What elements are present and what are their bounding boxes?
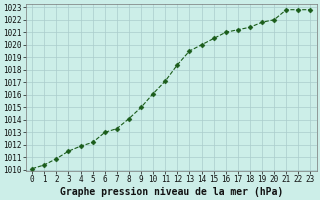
X-axis label: Graphe pression niveau de la mer (hPa): Graphe pression niveau de la mer (hPa) xyxy=(60,186,283,197)
